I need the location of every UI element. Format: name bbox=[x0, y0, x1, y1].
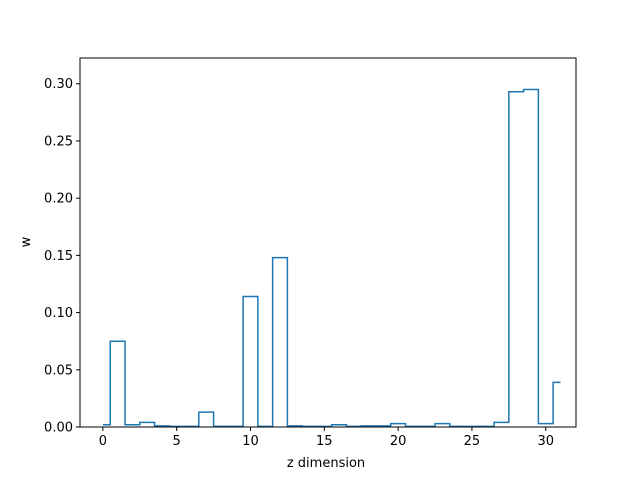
x-axis: 0 5 10 15 20 25 30 bbox=[99, 427, 554, 449]
x-axis-label: z dimension bbox=[287, 456, 365, 471]
y-tick-label: 0.10 bbox=[44, 306, 73, 321]
x-tick-label: 15 bbox=[316, 434, 333, 449]
x-tick-label: 20 bbox=[390, 434, 407, 449]
y-axis-label: w bbox=[19, 236, 34, 247]
x-tick-label: 30 bbox=[537, 434, 554, 449]
y-tick-label: 0.30 bbox=[44, 77, 73, 92]
axes-frame bbox=[79, 57, 577, 428]
y-tick-label: 0.20 bbox=[44, 192, 73, 207]
series-line-w bbox=[102, 88, 561, 428]
x-tick-label: 5 bbox=[173, 434, 181, 449]
x-tick-label: 0 bbox=[99, 434, 107, 449]
plot-area bbox=[79, 57, 577, 428]
x-tick-label: 25 bbox=[464, 434, 481, 449]
y-axis: 0.00 0.05 0.10 0.15 0.20 0.25 0.30 bbox=[44, 77, 80, 436]
y-tick-label: 0.05 bbox=[44, 363, 73, 378]
y-tick-label: 0.25 bbox=[44, 134, 73, 149]
y-tick-label: 0.00 bbox=[44, 421, 73, 436]
y-tick-label: 0.15 bbox=[44, 249, 73, 264]
x-tick-label: 10 bbox=[242, 434, 259, 449]
